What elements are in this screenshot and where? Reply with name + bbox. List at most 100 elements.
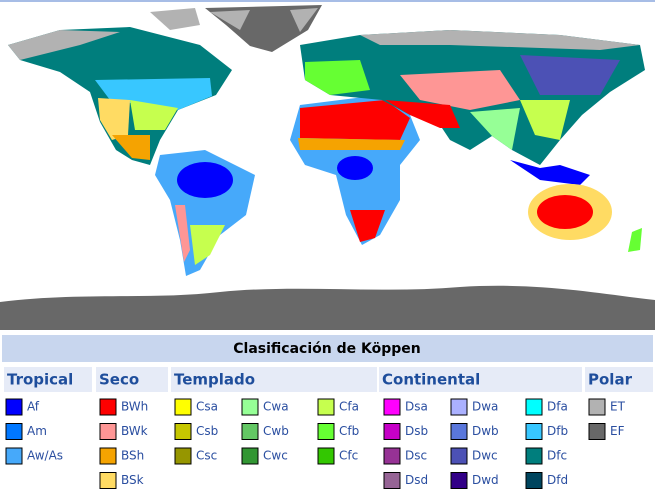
legend-swatch xyxy=(241,447,259,465)
central-asia xyxy=(400,70,520,110)
legend-swatch xyxy=(5,423,23,440)
legend-swatch xyxy=(383,398,401,416)
group-header xyxy=(171,367,377,392)
legend-swatch xyxy=(588,398,606,416)
legend-label: Dsa xyxy=(405,400,428,414)
group-name: Polar xyxy=(588,371,633,389)
na-tundra xyxy=(8,30,120,60)
legend-title: Clasificación de Köppen xyxy=(233,341,420,357)
legend-swatch xyxy=(174,398,192,416)
legend-label: Csa xyxy=(196,400,218,414)
legend-swatch xyxy=(525,472,543,489)
greenland-edge xyxy=(210,8,318,32)
legend-label: Dfc xyxy=(547,449,567,463)
australia-desert xyxy=(537,195,593,229)
group-header xyxy=(585,367,653,392)
new-zealand xyxy=(628,228,642,252)
legend-swatch xyxy=(317,447,335,465)
legend-swatch xyxy=(383,423,401,440)
group-name: Templado xyxy=(174,371,255,389)
legend-swatch xyxy=(525,398,543,416)
title-bar xyxy=(2,335,653,362)
legend: Tropical Af Am Aw/As Seco BWh BWk BSh BSk Templad… xyxy=(4,367,653,489)
legend-label: Am xyxy=(27,424,47,438)
legend-label: Dfb xyxy=(547,424,568,438)
legend-swatch xyxy=(99,447,117,465)
legend-label: BSk xyxy=(121,473,144,487)
legend-label: Cfc xyxy=(339,449,358,463)
legend-label: Dsc xyxy=(405,449,427,463)
kalahari xyxy=(350,210,385,242)
legend-swatch xyxy=(450,398,468,416)
legend-label: BWh xyxy=(121,400,148,414)
amazon xyxy=(177,162,233,198)
na-east xyxy=(130,100,178,130)
legend-swatch xyxy=(588,423,606,440)
legend-label: Dsd xyxy=(405,473,428,487)
legend-swatch xyxy=(174,423,192,440)
na-west xyxy=(98,98,130,140)
group-name: Tropical xyxy=(7,371,73,389)
legend-swatch xyxy=(525,447,543,465)
legend-label: EF xyxy=(610,424,625,438)
group-header xyxy=(96,367,168,392)
legend-label: Dwd xyxy=(472,473,499,487)
legend-swatch xyxy=(450,423,468,440)
legend-swatch xyxy=(317,423,335,440)
legend-label: BSh xyxy=(121,449,144,463)
middle-east xyxy=(385,100,460,128)
legend-swatch xyxy=(450,472,468,489)
legend-label: ET xyxy=(610,400,626,414)
congo xyxy=(337,156,373,180)
sahara xyxy=(300,100,410,140)
antarctica xyxy=(0,285,655,330)
legend-swatch xyxy=(450,447,468,465)
legend-label: Dwa xyxy=(472,400,498,414)
world-map xyxy=(0,0,655,330)
legend-swatch xyxy=(99,398,117,416)
legend-swatch xyxy=(383,472,401,489)
legend-swatch xyxy=(99,472,117,489)
group-name: Continental xyxy=(382,371,480,389)
na-mexico xyxy=(112,135,150,160)
legend-swatch xyxy=(241,423,259,440)
legend-label: Cfb xyxy=(339,424,359,438)
legend-swatch xyxy=(99,423,117,440)
eurasia-tundra xyxy=(360,30,640,50)
legend-label: Cwa xyxy=(263,400,289,414)
legend-label: Csb xyxy=(196,424,218,438)
legend-swatch xyxy=(5,447,23,465)
group-header xyxy=(4,367,92,392)
legend-label: Cwb xyxy=(263,424,289,438)
legend-swatch xyxy=(383,447,401,465)
legend-label: Dsb xyxy=(405,424,428,438)
legend-swatch xyxy=(5,398,23,416)
legend-label: Dfa xyxy=(547,400,568,414)
legend-label: Aw/As xyxy=(27,449,63,463)
india xyxy=(470,108,520,150)
legend-label: Cfa xyxy=(339,400,359,414)
legend-swatch xyxy=(241,398,259,416)
legend-label: Dfd xyxy=(547,473,568,487)
legend-label: Cwc xyxy=(263,449,288,463)
legend-label: Dwb xyxy=(472,424,499,438)
top-border xyxy=(0,0,655,2)
sahel xyxy=(298,138,405,150)
group-header xyxy=(379,367,582,392)
group-name: Seco xyxy=(99,371,139,389)
legend-label: Af xyxy=(27,400,40,414)
legend-swatch xyxy=(174,447,192,465)
legend-swatch xyxy=(525,423,543,440)
legend-swatch xyxy=(317,398,335,416)
europe xyxy=(305,60,370,95)
indonesia xyxy=(510,160,590,185)
sa-temperate xyxy=(190,225,225,265)
sa-arid xyxy=(175,205,190,262)
legend-label: Dwc xyxy=(472,449,498,463)
siberia xyxy=(520,55,620,95)
legend-label: BWk xyxy=(121,424,148,438)
east-asia xyxy=(520,100,570,140)
legend-label: Csc xyxy=(196,449,217,463)
arctic-islands xyxy=(150,8,200,30)
